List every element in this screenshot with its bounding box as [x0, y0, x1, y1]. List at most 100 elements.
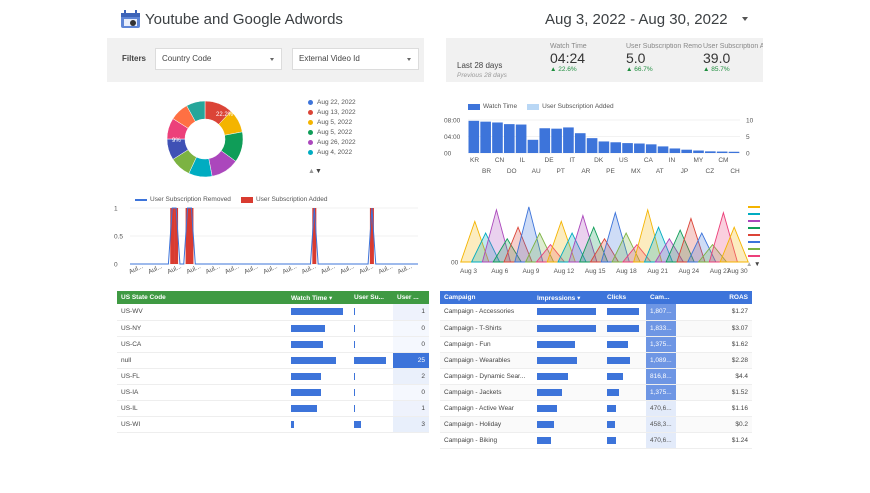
- clicks-cell: [603, 352, 646, 369]
- table-row[interactable]: US-WV 1: [117, 304, 429, 321]
- chevron-down-icon: [270, 58, 274, 61]
- x-tick-label: Aul...: [320, 263, 337, 276]
- legend-item: Aug 22, 2022: [308, 97, 356, 107]
- bar: [669, 148, 681, 153]
- user-sub-cell: [350, 352, 393, 369]
- table-row[interactable]: Campaign - Dynamic Sear... 816,8... $4.4: [440, 368, 752, 385]
- table-row[interactable]: Campaign - Active Wear 470,6... $1.16: [440, 400, 752, 417]
- legend-swatch: [748, 213, 760, 215]
- user-sub-bar: [354, 420, 361, 428]
- x-tick-label: Aul...: [128, 263, 145, 276]
- legend-label: Aug 22, 2022: [317, 98, 356, 106]
- legend-swatch: [748, 248, 760, 250]
- donut-legend: Aug 22, 2022 Aug 13, 2022 Aug 5, 2022 Aug 5…: [308, 97, 356, 157]
- bar: [515, 124, 527, 153]
- col-header-impressions[interactable]: Impressions ▾: [533, 291, 603, 304]
- table-row[interactable]: Campaign - Holiday 458,3... $0.2: [440, 416, 752, 433]
- donut-slice: [186, 100, 206, 122]
- sort-desc-icon[interactable]: ▾: [577, 294, 581, 302]
- pager-down-icon[interactable]: ▼: [314, 168, 322, 175]
- table-row[interactable]: US-CA 0: [117, 336, 429, 353]
- x-tick-label: Aul...: [147, 263, 164, 276]
- col-header-label: Watch Time: [291, 294, 328, 302]
- users-cell: 0: [393, 336, 429, 353]
- legend-dot: [308, 149, 313, 155]
- table-row[interactable]: US-NY 0: [117, 320, 429, 337]
- roas-cell: $1.62: [676, 336, 752, 353]
- users-cell: 1: [393, 304, 429, 321]
- impressions-cell: [533, 320, 603, 337]
- legend-sub-added: User Subscription Added: [240, 196, 328, 203]
- legend-swatch: [748, 206, 760, 208]
- table-row[interactable]: Campaign - Wearables 1,089... $2.28: [440, 352, 752, 369]
- table-row[interactable]: Campaign - Jackets 1,375... $1.52: [440, 384, 752, 401]
- table-row[interactable]: US-IL 1: [117, 400, 429, 417]
- campaign-table-container: Campaign Impressions ▾ Clicks Cam... ROA…: [440, 291, 752, 449]
- legend-item: Aug 5, 2022: [308, 117, 356, 127]
- date-range-dropdown-icon[interactable]: [742, 17, 748, 21]
- bar: [634, 143, 645, 153]
- col-header-roas[interactable]: ROAS: [729, 294, 748, 301]
- metric-user-sub-removed: User Subscription Removed 5.0 ▲ 66.7%: [626, 43, 702, 73]
- clicks-cell: [603, 336, 646, 353]
- table-row[interactable]: null 25: [117, 352, 429, 369]
- table-row[interactable]: US-WI 3: [117, 416, 429, 433]
- table-row[interactable]: Campaign - Fun 1,375... $1.62: [440, 336, 752, 353]
- external-video-id-filter-label: External Video Id: [299, 54, 360, 63]
- x-tick-label: Aul...: [339, 263, 356, 276]
- impressions-bar: [537, 324, 596, 332]
- col-header-clicks[interactable]: Clicks: [607, 294, 627, 301]
- legend-item: Aug 13, 2022: [308, 107, 356, 117]
- col-header-users[interactable]: User ...: [397, 294, 419, 301]
- bar: [189, 208, 194, 264]
- campaign-name-cell: Campaign - Wearables: [440, 352, 533, 369]
- cam-cell: 1,375...: [646, 336, 676, 353]
- campaign-name-cell: Campaign - T-Shirts: [440, 320, 533, 337]
- date-range-picker[interactable]: Aug 3, 2022 - Aug 30, 2022: [545, 11, 728, 28]
- x-tick-label: CM: [718, 157, 728, 164]
- bar: [312, 208, 317, 264]
- bar: [185, 208, 190, 264]
- pager-up-icon[interactable]: ▲: [308, 168, 315, 175]
- bar: [527, 139, 539, 153]
- legend-pager[interactable]: ▲▼: [308, 168, 322, 175]
- table-row[interactable]: US-IA 0: [117, 384, 429, 401]
- bar: [586, 138, 598, 153]
- impressions-bar: [537, 372, 568, 380]
- clicks-bar: [607, 436, 616, 444]
- x-tick-label: Aug 21: [647, 268, 668, 275]
- clicks-cell: [603, 432, 646, 449]
- col-header-state[interactable]: US State Code: [121, 294, 166, 301]
- campaign-name-cell: Campaign - Biking: [440, 432, 533, 449]
- legend-dot: [308, 139, 313, 145]
- bar: [681, 149, 692, 153]
- country-code-filter[interactable]: Country Code: [155, 48, 282, 70]
- campaign-name-cell: Campaign - Fun: [440, 336, 533, 353]
- bar: [705, 151, 716, 153]
- user-sub-bar: [354, 356, 386, 364]
- external-video-id-filter[interactable]: External Video Id: [292, 48, 419, 70]
- table-row[interactable]: Campaign - Biking 470,6... $1.24: [440, 432, 752, 449]
- table-row[interactable]: Campaign - Accessories 1,807... $1.27: [440, 304, 752, 321]
- campaign-name-cell: Campaign - Dynamic Sear...: [440, 368, 533, 385]
- col-header-campaign[interactable]: Campaign: [444, 294, 476, 301]
- metric-value: 04:24: [550, 50, 586, 66]
- table-row[interactable]: Campaign - T-Shirts 1,833... $3.07: [440, 320, 752, 337]
- campaign-name-cell: Campaign - Accessories: [440, 304, 533, 321]
- sort-desc-icon[interactable]: ▾: [328, 294, 333, 302]
- watch-time-cell: [287, 400, 350, 417]
- roas-cell: $3.07: [676, 320, 752, 337]
- table-row[interactable]: US-FL 2: [117, 368, 429, 385]
- clicks-bar: [607, 404, 616, 412]
- legend-label: User Subscription Added: [255, 196, 328, 203]
- state-table: US State Code Watch Time ▾ User Su... Us…: [117, 291, 429, 433]
- metric-delta: ▲ 22.6%: [550, 66, 577, 73]
- col-header-watch-time[interactable]: Watch Time ▾: [287, 291, 350, 304]
- col-header-cam[interactable]: Cam...: [650, 294, 670, 301]
- metric-watch-time: Watch Time 04:24 ▲ 22.6%: [550, 43, 618, 73]
- x-tick-label: Aul...: [166, 263, 183, 276]
- legend-label: User Subscription Added: [542, 103, 614, 110]
- x-tick-label: Aug 18: [616, 268, 637, 275]
- subscription-line-chart: 10.50 Aul... Aul... Aul... Aul... Aul... Aul..…: [114, 206, 418, 276]
- col-header-user-sub[interactable]: User Su...: [354, 294, 384, 301]
